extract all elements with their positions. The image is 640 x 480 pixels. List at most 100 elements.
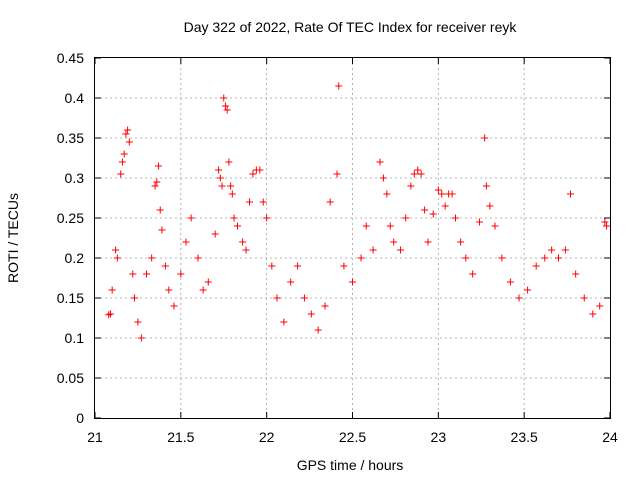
x-tick-label: 24 (602, 429, 618, 445)
data-point (515, 294, 523, 302)
data-point (438, 190, 446, 198)
data-point (143, 270, 150, 278)
data-point (263, 214, 271, 222)
data-point (397, 246, 405, 254)
data-point (335, 82, 343, 90)
data-point (486, 202, 494, 210)
data-point (199, 286, 207, 294)
data-point (349, 278, 356, 286)
y-tick-label: 0.25 (57, 210, 84, 226)
data-point (216, 174, 224, 182)
data-point (211, 230, 219, 238)
data-point (233, 222, 241, 230)
data-point (256, 166, 264, 174)
data-point (161, 262, 169, 270)
data-point (137, 334, 145, 342)
data-point (273, 294, 281, 302)
data-point (130, 294, 138, 302)
data-point (125, 138, 133, 146)
data-point (280, 318, 288, 326)
data-point (300, 294, 308, 302)
plot-frame (94, 57, 611, 419)
data-point (287, 278, 295, 286)
y-tick-label: 0.15 (57, 290, 84, 306)
data-point (567, 190, 575, 198)
data-point (307, 310, 315, 318)
data-point (548, 246, 556, 254)
data-point (414, 166, 422, 174)
data-point (383, 190, 391, 198)
data-point (170, 302, 178, 310)
data-point (239, 238, 247, 246)
data-point (294, 262, 302, 270)
data-point (134, 318, 142, 326)
data-point (379, 174, 387, 182)
data-point (223, 106, 231, 114)
data-point (225, 158, 233, 166)
x-tick-label: 23 (431, 429, 447, 445)
data-point (156, 206, 164, 214)
data-point (321, 302, 329, 310)
x-tick-label: 21.5 (167, 429, 194, 445)
data-point (158, 226, 166, 234)
data-point (469, 270, 477, 278)
data-point (129, 270, 137, 278)
data-point (106, 310, 114, 318)
data-point (230, 214, 238, 222)
data-point (204, 278, 212, 286)
data-point (340, 262, 348, 270)
data-point (441, 202, 449, 210)
data-point (326, 198, 334, 206)
data-point (165, 286, 173, 294)
data-points (105, 82, 611, 342)
x-tick-label: 22 (259, 429, 275, 445)
y-tick-label: 0.35 (57, 130, 84, 146)
data-point (314, 326, 322, 334)
y-tick-label: 0.3 (65, 170, 85, 186)
data-point (153, 178, 161, 186)
y-tick-label: 0 (76, 410, 84, 426)
data-point (218, 182, 226, 190)
data-point (452, 214, 459, 222)
data-point (476, 218, 484, 226)
data-point (259, 198, 267, 206)
data-point (532, 262, 540, 270)
y-axis-label: ROTI / TECUs (5, 193, 21, 283)
data-point (421, 206, 429, 214)
data-point (424, 238, 432, 246)
x-tick-labels: 21 21.5 22 22.5 23 23.5 24 (87, 429, 618, 445)
y-tick-label: 0.4 (65, 90, 85, 106)
data-point (177, 270, 185, 278)
data-point (407, 182, 415, 190)
x-tick-label: 23.5 (511, 429, 538, 445)
data-point (410, 170, 418, 178)
y-tick-label: 0.1 (65, 330, 85, 346)
data-point (187, 214, 195, 222)
data-point (249, 170, 257, 178)
data-point (434, 186, 442, 194)
data-point (151, 182, 159, 190)
data-point (603, 222, 611, 230)
data-point (457, 238, 465, 246)
data-point (362, 222, 370, 230)
data-point (462, 254, 470, 262)
data-point (482, 182, 490, 190)
data-point (448, 190, 456, 198)
data-point (268, 262, 276, 270)
axis-ticks (94, 57, 611, 419)
data-point (228, 190, 236, 198)
data-point (357, 254, 365, 262)
data-point (481, 134, 489, 142)
data-point (194, 254, 202, 262)
data-point (601, 218, 609, 226)
data-point (541, 254, 549, 262)
data-point (369, 246, 377, 254)
data-point (386, 222, 394, 230)
data-point (220, 94, 228, 102)
data-point (572, 270, 580, 278)
data-point (429, 210, 437, 218)
data-point (215, 166, 223, 174)
data-point (148, 254, 156, 262)
data-point (524, 286, 532, 294)
